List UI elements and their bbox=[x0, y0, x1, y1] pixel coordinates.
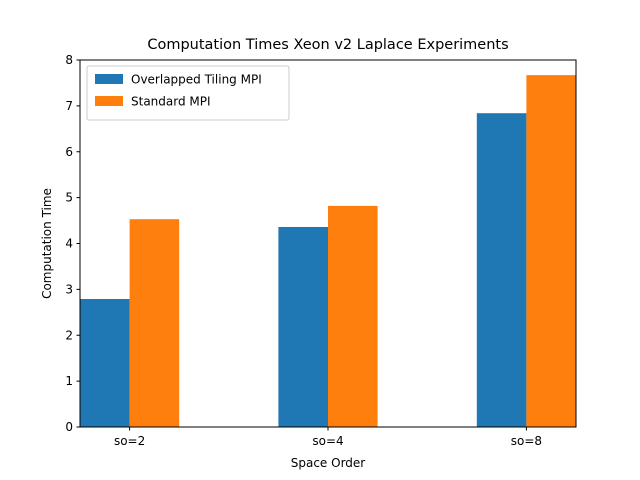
y-tick-label: 0 bbox=[65, 420, 73, 434]
legend-box bbox=[86, 65, 290, 121]
bar-standard-mpi-so4 bbox=[328, 205, 378, 427]
y-tick-label: 4 bbox=[65, 237, 73, 251]
legend-label: Overlapped Tiling MPI bbox=[131, 73, 262, 87]
y-tick-label: 1 bbox=[65, 374, 73, 388]
chart-title: Computation Times Xeon v2 Laplace Experi… bbox=[147, 37, 508, 53]
y-tick-label: 8 bbox=[65, 53, 73, 67]
y-axis-label: Computation Time bbox=[40, 188, 54, 299]
bars-layer bbox=[80, 75, 576, 427]
legend-swatch bbox=[95, 74, 123, 84]
bar-standard-mpi-so2 bbox=[129, 219, 180, 427]
y-tick-label: 3 bbox=[65, 282, 73, 296]
bar-overlapped-tiling-mpi-so4 bbox=[278, 226, 328, 427]
y-tick-label: 2 bbox=[65, 328, 73, 342]
x-axis: so=2 so=4 so=8 bbox=[114, 427, 542, 448]
legend-swatch bbox=[95, 96, 123, 106]
legend: Overlapped Tiling MPI Standard MPI bbox=[86, 65, 290, 121]
y-axis: 0 1 2 3 4 5 6 7 8 bbox=[65, 53, 80, 434]
bar-overlapped-tiling-mpi-so2 bbox=[80, 299, 130, 427]
bar-standard-mpi-so8 bbox=[526, 75, 576, 427]
y-tick-label: 5 bbox=[65, 191, 73, 205]
plot-frame bbox=[79, 59, 577, 428]
x-axis-label: Space Order bbox=[291, 456, 366, 470]
x-tick-label: so=4 bbox=[312, 434, 343, 448]
y-tick-label: 6 bbox=[65, 145, 73, 159]
bar-overlapped-tiling-mpi-so8 bbox=[476, 113, 527, 427]
x-tick-label: so=8 bbox=[511, 434, 542, 448]
y-tick-label: 7 bbox=[65, 99, 73, 113]
legend-label: Standard MPI bbox=[131, 95, 211, 109]
x-tick-label: so=2 bbox=[114, 434, 145, 448]
